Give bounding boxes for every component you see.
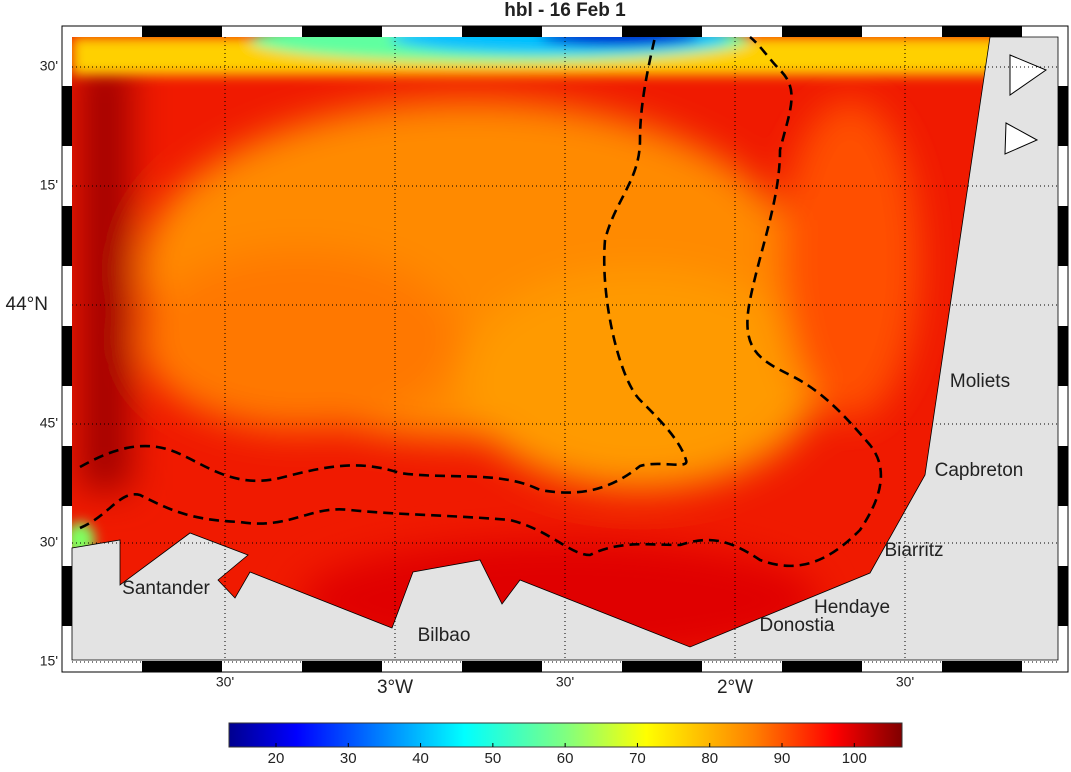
frame-stripe [62,446,72,506]
map-title: hbl - 16 Feb 1 [504,0,626,21]
frame-stripe [782,26,862,37]
lat-tick-label: 15' [40,653,58,669]
lat-tick-label: 44°N [6,294,48,315]
place-label: Hendaye [814,597,890,618]
place-label: Bilbao [418,625,471,646]
frame-stripe [782,661,862,672]
frame-stripe [62,86,72,146]
frame-stripe [1058,86,1068,146]
frame-stripe [622,661,702,672]
frame-stripe [302,26,382,37]
frame-stripe [462,661,542,672]
island [1004,122,1039,155]
colorbar-tick-label: 60 [557,750,574,767]
lat-tick-label: 30' [40,534,58,550]
colorbar-tick-label: 100 [842,750,867,767]
place-label: Donostia [760,615,835,636]
colorbar-tick-label: 90 [774,750,791,767]
frame-stripe [1058,206,1068,266]
lon-tick-label: 30' [896,674,914,690]
frame-stripe [62,206,72,266]
frame-stripe [62,566,72,626]
contours [79,35,883,568]
frame-stripe [142,26,222,37]
place-label: Santander [122,578,210,599]
lat-tick-label: 45' [40,415,58,431]
lon-tick-label: 30' [556,674,574,690]
frame-stripe [302,661,382,672]
place-label: Moliets [950,371,1010,392]
land [71,36,1059,661]
colorbar-tick-label: 20 [268,750,285,767]
lon-tick-label: 2°W [717,677,753,698]
frame-stripe [942,26,1022,37]
frame-stripe [622,26,702,37]
frame-stripe [142,661,222,672]
island [1009,54,1048,96]
frame-stripe [62,326,72,386]
frame-stripe [942,661,1022,672]
place-label: Biarritz [884,540,943,561]
lat-tick-label: 30' [40,58,58,74]
colorbar-tick-label: 70 [629,750,646,767]
frame-stripe [462,26,542,37]
lat-tick-label: 15' [40,177,58,193]
colorbar-tick-label: 30 [340,750,357,767]
frame-stripe [1058,326,1068,386]
lon-tick-label: 3°W [377,677,413,698]
colorbar-tick-label: 40 [412,750,429,767]
place-label: Capbreton [935,460,1024,481]
lon-tick-label: 30' [216,674,234,690]
frame-stripe [1058,566,1068,626]
frame-stripe [1058,446,1068,506]
colorbar-tick-label: 80 [701,750,718,767]
colorbar-tick-label: 50 [485,750,502,767]
